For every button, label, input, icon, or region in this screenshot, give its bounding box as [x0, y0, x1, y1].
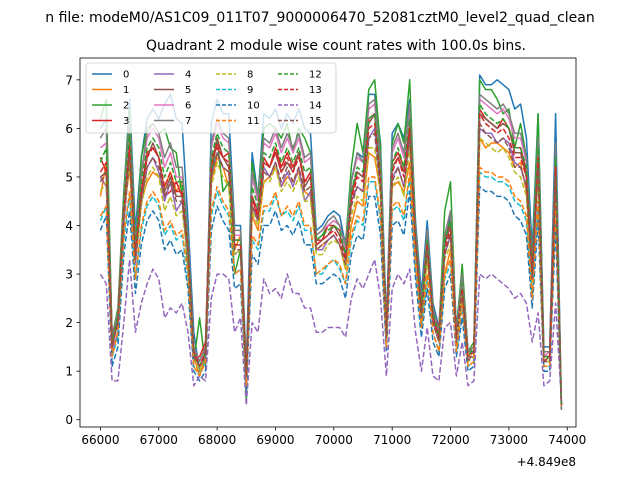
y-tick-label-7: 7: [65, 73, 73, 87]
legend-label-13: 13: [309, 85, 322, 96]
legend-label-11: 11: [247, 116, 260, 127]
x-tick-label-71000: 71000: [373, 433, 411, 447]
series-line-13: [99, 113, 563, 406]
legend-label-4: 4: [185, 70, 191, 81]
series-line-12: [99, 103, 563, 406]
y-tick-label-5: 5: [65, 170, 73, 184]
x-tick-label-73000: 73000: [490, 433, 528, 447]
legend-box: [85, 62, 337, 134]
legend-label-8: 8: [247, 70, 253, 81]
legend-label-6: 6: [185, 101, 191, 112]
legend-label-0: 0: [123, 70, 129, 81]
x-tick-label-72000: 72000: [431, 433, 469, 447]
y-tick-label-2: 2: [65, 316, 73, 330]
legend-label-9: 9: [247, 85, 253, 96]
chart-title: Quadrant 2 module wise count rates with …: [146, 38, 526, 54]
legend-label-2: 2: [123, 101, 129, 112]
axes-frame: [79, 57, 577, 428]
series-line-7: [99, 93, 563, 406]
x-tick-label-66000: 66000: [81, 433, 119, 447]
series-line-8: [99, 137, 563, 406]
y-tick-label-1: 1: [65, 365, 73, 379]
series-line-6: [99, 98, 563, 406]
series-line-10: [99, 185, 563, 411]
y-tick-label-3: 3: [65, 268, 73, 282]
series-line-15: [99, 122, 563, 406]
y-tick-label-4: 4: [65, 219, 73, 233]
legend-label-12: 12: [309, 70, 322, 81]
x-tick-label-70000: 70000: [315, 433, 353, 447]
legend-label-14: 14: [309, 101, 322, 112]
x-offset-label: +4.849e8: [517, 455, 576, 469]
series-line-11: [99, 166, 563, 411]
y-tick-label-0: 0: [65, 413, 73, 427]
x-tick-label-68000: 68000: [198, 433, 236, 447]
x-tick-label-67000: 67000: [140, 433, 178, 447]
legend-label-10: 10: [247, 101, 260, 112]
legend-label-7: 7: [185, 116, 191, 127]
x-tick-label-69000: 69000: [256, 433, 294, 447]
figure-suptitle: n file: modeM0/AS1C09_011T07_9000006470_…: [45, 10, 594, 26]
series-line-14: [99, 258, 563, 406]
legend-label-5: 5: [185, 85, 191, 96]
x-tick-label-74000: 74000: [548, 433, 586, 447]
legend-label-15: 15: [309, 116, 322, 127]
plot-area: 66000 67000 68000 69000 70000 71000 72000 73000…: [65, 57, 586, 447]
legend-label-1: 1: [123, 85, 129, 96]
series-line-5: [99, 113, 563, 406]
legend-label-3: 3: [123, 116, 129, 127]
y-tick-label-6: 6: [65, 122, 73, 136]
